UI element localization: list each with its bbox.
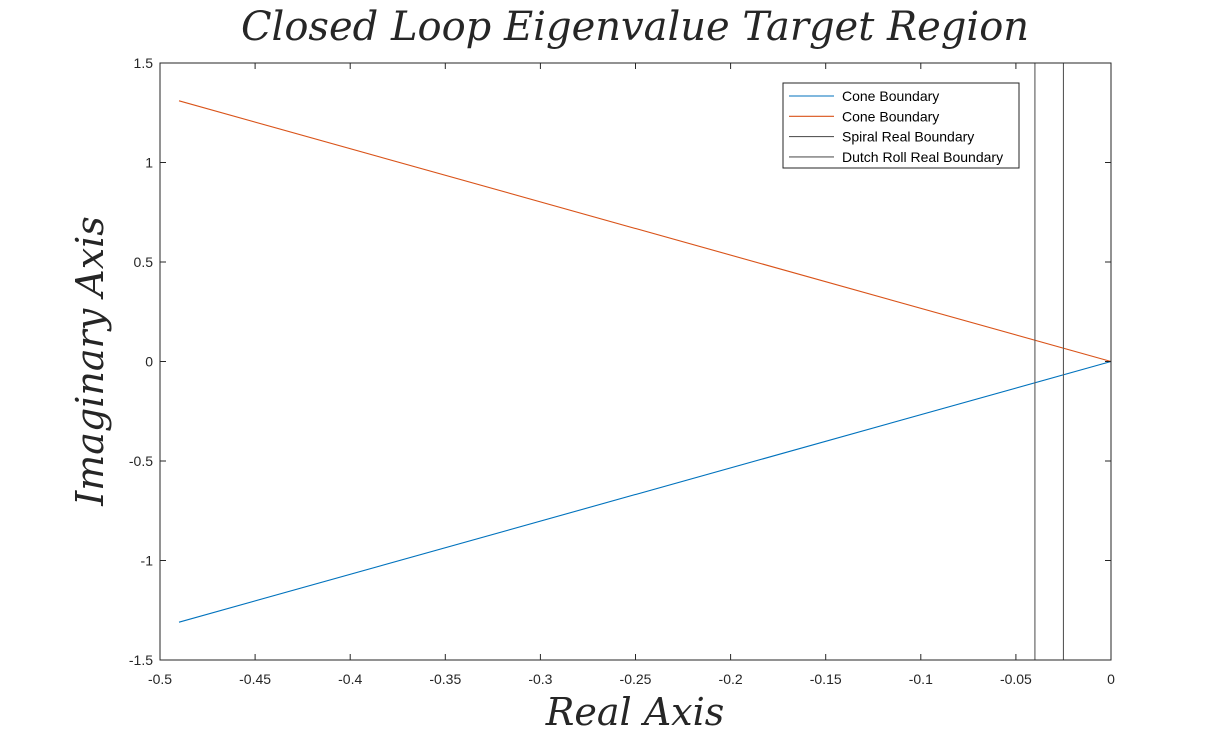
series-line-1 [178,100,1112,363]
x-tick-label: -0.15 [810,671,842,687]
x-tick-label: -0.3 [528,671,552,687]
y-tick-label: 0.5 [134,254,154,270]
y-tick-label: -1.5 [129,652,153,668]
y-tick-label: -0.5 [129,453,153,469]
x-tick-label: -0.1 [909,671,933,687]
x-tick-label: -0.05 [1000,671,1032,687]
legend-label-0: Cone Boundary [842,88,939,104]
x-axis-label: Real Axis [545,690,725,734]
legend-box [782,82,1020,169]
y-tick-label: 0 [145,354,153,370]
y-tick-label: 1.5 [134,55,154,71]
x-tick-label: -0.5 [148,671,172,687]
x-tick-label: -0.25 [620,671,652,687]
series-layer [178,63,1112,660]
y-tick-label: -1 [141,553,154,569]
legend-label-3: Dutch Roll Real Boundary [842,149,1003,165]
x-tick-label: -0.45 [239,671,271,687]
legend-label-1: Cone Boundary [842,108,939,124]
axes-layer: -0.5 -0.45 -0.4 -0.35 -0.3 -0.25 -0.2 -0.15 -0.1… [129,55,1115,687]
y-tick-label: 1 [145,155,153,171]
x-tick-label: -0.35 [429,671,461,687]
x-tick-label: 0 [1107,671,1115,687]
y-axis-label: Imaginary Axis [68,216,112,507]
chart-title: Closed Loop Eigenvalue Target Region [241,4,1029,50]
x-tick-label: -0.4 [338,671,362,687]
x-tick-label: -0.2 [719,671,743,687]
series-line-0 [178,360,1112,623]
legend-label-2: Spiral Real Boundary [842,129,974,145]
legend: Cone Boundary Cone Boundary Spiral Real Bo… [782,82,1020,169]
